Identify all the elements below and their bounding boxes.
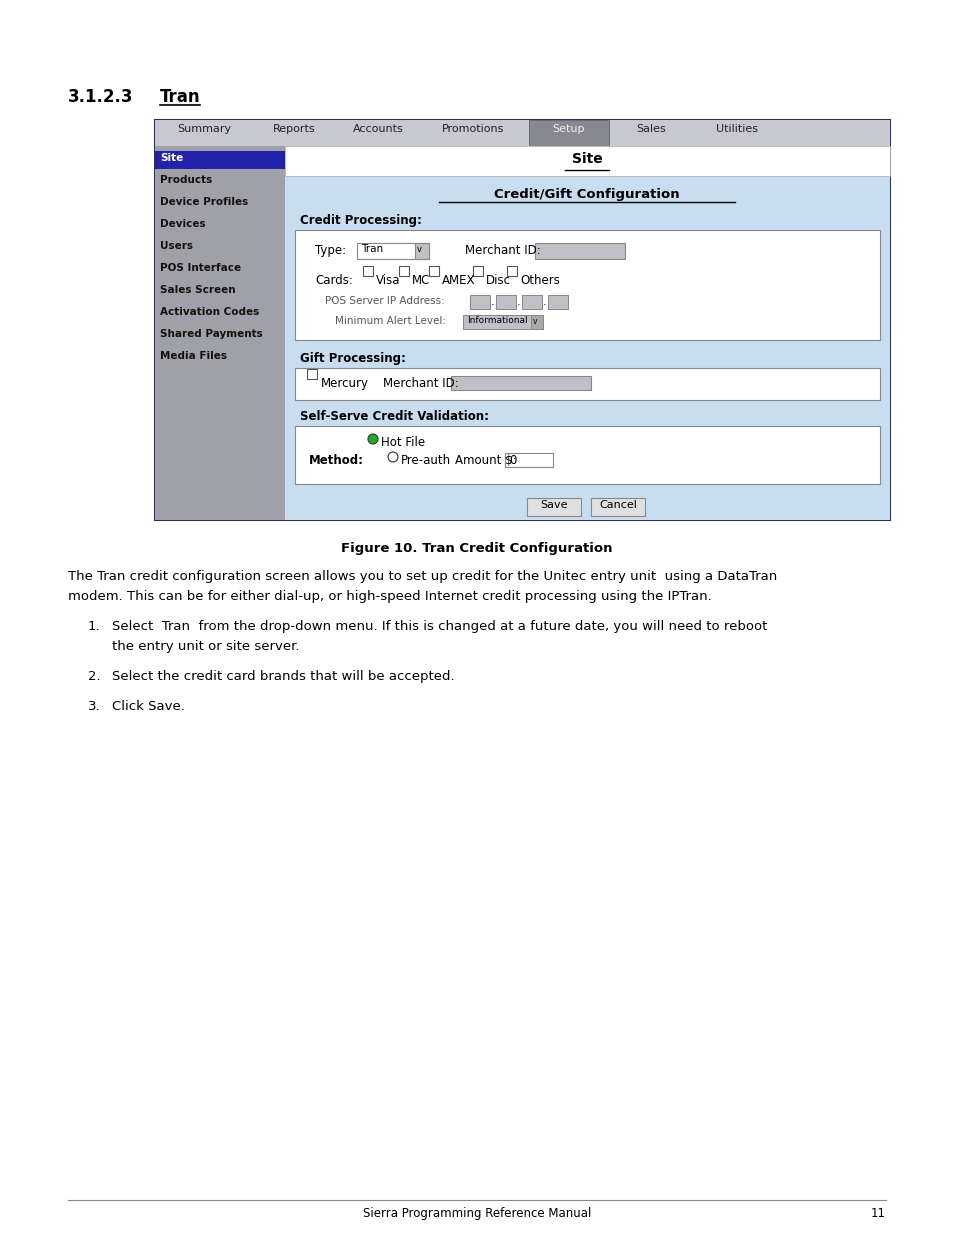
Text: Media Files: Media Files xyxy=(160,351,227,361)
Text: Others: Others xyxy=(519,274,559,287)
Text: Sales Screen: Sales Screen xyxy=(160,285,235,295)
Bar xyxy=(496,295,516,309)
Text: Sales: Sales xyxy=(636,124,665,135)
Text: modem. This can be for either dial-up, or high-speed Internet credit processing : modem. This can be for either dial-up, o… xyxy=(68,590,711,603)
Text: Merchant ID:: Merchant ID: xyxy=(464,245,540,257)
Bar xyxy=(590,498,644,516)
Circle shape xyxy=(388,452,397,462)
Bar xyxy=(504,453,553,467)
Bar xyxy=(285,146,889,177)
Text: Hot File: Hot File xyxy=(380,436,425,450)
Text: The Tran credit configuration screen allows you to set up credit for the Unitec : The Tran credit configuration screen all… xyxy=(68,571,777,583)
Text: Credit/Gift Configuration: Credit/Gift Configuration xyxy=(494,188,679,201)
Text: Reports: Reports xyxy=(273,124,315,135)
Bar xyxy=(451,375,590,390)
Text: .: . xyxy=(517,296,520,308)
Bar xyxy=(547,295,567,309)
Text: Site: Site xyxy=(571,152,601,165)
Text: Select  Tran  from the drop-down menu. If this is changed at a future date, you : Select Tran from the drop-down menu. If … xyxy=(112,620,766,634)
Text: AMEX: AMEX xyxy=(441,274,475,287)
Text: Tran: Tran xyxy=(160,88,200,106)
Text: Setup: Setup xyxy=(552,124,584,135)
Text: 3.: 3. xyxy=(88,700,100,713)
Text: Figure 10. Tran Credit Configuration: Figure 10. Tran Credit Configuration xyxy=(341,542,612,555)
Text: Mercury: Mercury xyxy=(320,377,369,390)
Bar xyxy=(154,146,285,520)
Text: the entry unit or site server.: the entry unit or site server. xyxy=(112,640,299,653)
Bar xyxy=(285,146,889,520)
Text: Summary: Summary xyxy=(176,124,231,135)
Text: Activation Codes: Activation Codes xyxy=(160,308,259,317)
Bar xyxy=(531,315,542,329)
Text: 2.: 2. xyxy=(88,671,100,683)
Text: Cards:: Cards: xyxy=(314,274,353,287)
Text: 1.: 1. xyxy=(88,620,100,634)
Text: Gift Processing:: Gift Processing: xyxy=(299,352,405,366)
FancyBboxPatch shape xyxy=(473,266,482,275)
Text: v: v xyxy=(533,317,537,326)
Text: POS Server IP Address:: POS Server IP Address: xyxy=(325,296,444,306)
Text: Sierra Programming Reference Manual: Sierra Programming Reference Manual xyxy=(362,1207,591,1220)
Text: Tran: Tran xyxy=(360,245,383,254)
Bar xyxy=(154,151,285,169)
Text: 3.1.2.3: 3.1.2.3 xyxy=(68,88,133,106)
Circle shape xyxy=(368,433,377,445)
Text: Devices: Devices xyxy=(160,219,206,228)
Text: Site: Site xyxy=(160,153,183,163)
Bar xyxy=(521,295,541,309)
Bar xyxy=(154,120,889,520)
Bar xyxy=(415,243,429,259)
Text: Merchant ID:: Merchant ID: xyxy=(382,377,458,390)
Text: Cancel: Cancel xyxy=(598,500,637,510)
Text: Credit Processing:: Credit Processing: xyxy=(299,214,421,227)
Bar xyxy=(154,120,889,146)
Text: Shared Payments: Shared Payments xyxy=(160,329,262,338)
FancyBboxPatch shape xyxy=(307,369,316,379)
Text: Promotions: Promotions xyxy=(441,124,503,135)
Text: 0: 0 xyxy=(509,454,516,467)
Bar xyxy=(529,120,608,146)
Text: Visa: Visa xyxy=(375,274,400,287)
Bar xyxy=(294,230,879,340)
Bar xyxy=(535,243,624,259)
Text: .: . xyxy=(542,296,546,308)
Text: Self-Serve Credit Validation:: Self-Serve Credit Validation: xyxy=(299,410,489,424)
Text: .: . xyxy=(491,296,494,308)
Text: Products: Products xyxy=(160,175,212,185)
FancyBboxPatch shape xyxy=(398,266,409,275)
Text: Method:: Method: xyxy=(309,454,364,467)
Text: Type:: Type: xyxy=(314,245,346,257)
Text: Utilities: Utilities xyxy=(716,124,758,135)
FancyBboxPatch shape xyxy=(429,266,438,275)
Text: Disc: Disc xyxy=(485,274,511,287)
Text: Users: Users xyxy=(160,241,193,251)
Text: Device Profiles: Device Profiles xyxy=(160,198,248,207)
Text: Select the credit card brands that will be accepted.: Select the credit card brands that will … xyxy=(112,671,455,683)
Text: 11: 11 xyxy=(870,1207,885,1220)
Text: MC: MC xyxy=(412,274,430,287)
Text: Accounts: Accounts xyxy=(353,124,403,135)
Bar xyxy=(526,498,580,516)
Bar xyxy=(470,295,490,309)
Text: Amount $:: Amount $: xyxy=(455,454,517,467)
Text: v: v xyxy=(416,245,421,254)
Text: Save: Save xyxy=(539,500,567,510)
FancyBboxPatch shape xyxy=(363,266,373,275)
Text: Minimum Alert Level:: Minimum Alert Level: xyxy=(335,316,446,326)
FancyBboxPatch shape xyxy=(506,266,517,275)
Text: Pre-auth: Pre-auth xyxy=(400,454,451,467)
Text: POS Interface: POS Interface xyxy=(160,263,241,273)
Bar xyxy=(294,368,879,400)
Text: Click Save.: Click Save. xyxy=(112,700,185,713)
Bar xyxy=(462,315,542,329)
Bar xyxy=(356,243,429,259)
Bar xyxy=(294,426,879,484)
Text: Informational: Informational xyxy=(467,316,527,325)
